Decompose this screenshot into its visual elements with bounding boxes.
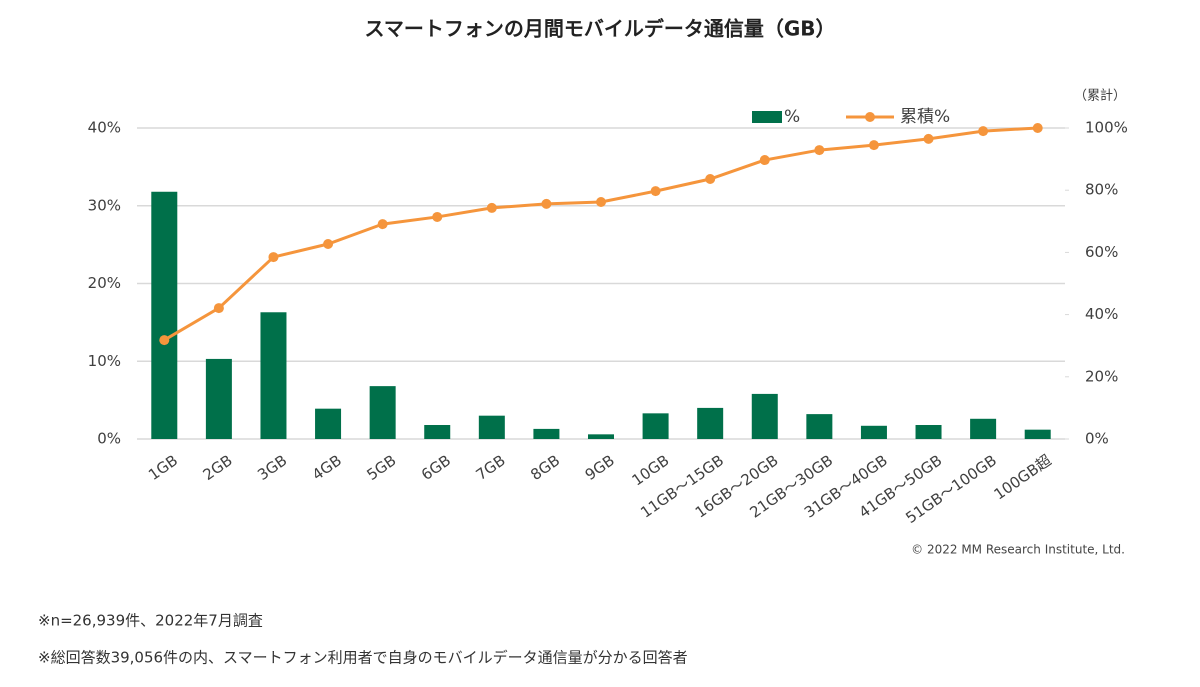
x-tick-label: 51GB～100GB: [902, 451, 1000, 527]
x-tick-label: 8GB: [527, 451, 563, 484]
bar: [205, 358, 232, 439]
y2-tick-label: 80%: [1085, 181, 1118, 199]
x-tick-label: 10GB: [629, 451, 673, 489]
bar: [751, 393, 778, 439]
legend-swatch: [752, 111, 782, 123]
bar: [369, 386, 396, 439]
x-tick-label: 7GB: [473, 451, 509, 484]
line-point: [268, 252, 279, 263]
chart-title: スマートフォンの月間モバイルデータ通信量（GB）: [364, 17, 835, 41]
line-point: [814, 145, 825, 156]
note: ※n=26,939件、2022年7月調査: [38, 612, 263, 630]
legend-swatch: [865, 112, 875, 122]
bar: [697, 407, 724, 439]
bar: [860, 425, 887, 439]
y2-tick-label: 100%: [1085, 119, 1128, 137]
x-tick-label: 1GB: [145, 451, 181, 484]
y-tick-label: 20%: [88, 274, 121, 292]
y-tick-label: 0%: [97, 430, 121, 448]
line-point: [759, 155, 770, 166]
y2-tick-label: 0%: [1085, 430, 1109, 448]
line-point: [323, 239, 334, 250]
bar: [533, 428, 560, 439]
line-point: [159, 335, 170, 346]
line-point: [486, 202, 497, 213]
line-point: [213, 303, 224, 314]
bar: [1024, 429, 1051, 439]
y-tick-label: 30%: [88, 196, 121, 214]
bar: [478, 415, 505, 439]
line-point: [705, 174, 716, 185]
x-tick-label: 100GB超: [991, 451, 1055, 503]
bar: [806, 414, 833, 439]
line-point: [1032, 123, 1043, 133]
x-tick-label: 3GB: [254, 451, 290, 484]
x-tick-label: 2GB: [200, 451, 236, 484]
source: © 2022 MM Research Institute, Ltd.: [911, 543, 1125, 557]
line-point: [650, 186, 661, 197]
y2-tick-label: 60%: [1085, 243, 1118, 261]
line: [163, 126, 1038, 342]
y2-tick-label: 20%: [1085, 367, 1118, 385]
y2-axis-label: （累計）: [1074, 88, 1126, 104]
y2-tick-label: 40%: [1085, 305, 1118, 323]
line-point: [541, 198, 552, 209]
bar: [588, 434, 614, 439]
bar: [970, 418, 997, 439]
legend-label: %: [784, 107, 800, 127]
x-tick-label: 9GB: [582, 451, 618, 484]
y-tick-label: 40%: [88, 119, 121, 137]
bar: [151, 191, 178, 439]
x-tick-label: 4GB: [309, 451, 345, 484]
legend-label: 累積%: [900, 107, 950, 127]
y-tick-label: 10%: [88, 352, 121, 370]
note: ※総回答数39,056件の内、スマートフォン利用者で自身のモバイルデータ通信量が…: [38, 649, 688, 667]
bar: [642, 413, 669, 439]
line-point: [978, 126, 989, 137]
line-point: [596, 197, 606, 208]
line-point: [432, 211, 443, 222]
line-point: [868, 140, 879, 151]
bar: [424, 425, 451, 439]
bar: [260, 312, 287, 439]
bar: [315, 408, 342, 439]
x-tick-label: 5GB: [363, 451, 399, 484]
bar: [915, 425, 942, 439]
x-tick-label: 6GB: [418, 451, 454, 484]
line-point: [377, 219, 388, 230]
line-point: [923, 133, 934, 144]
